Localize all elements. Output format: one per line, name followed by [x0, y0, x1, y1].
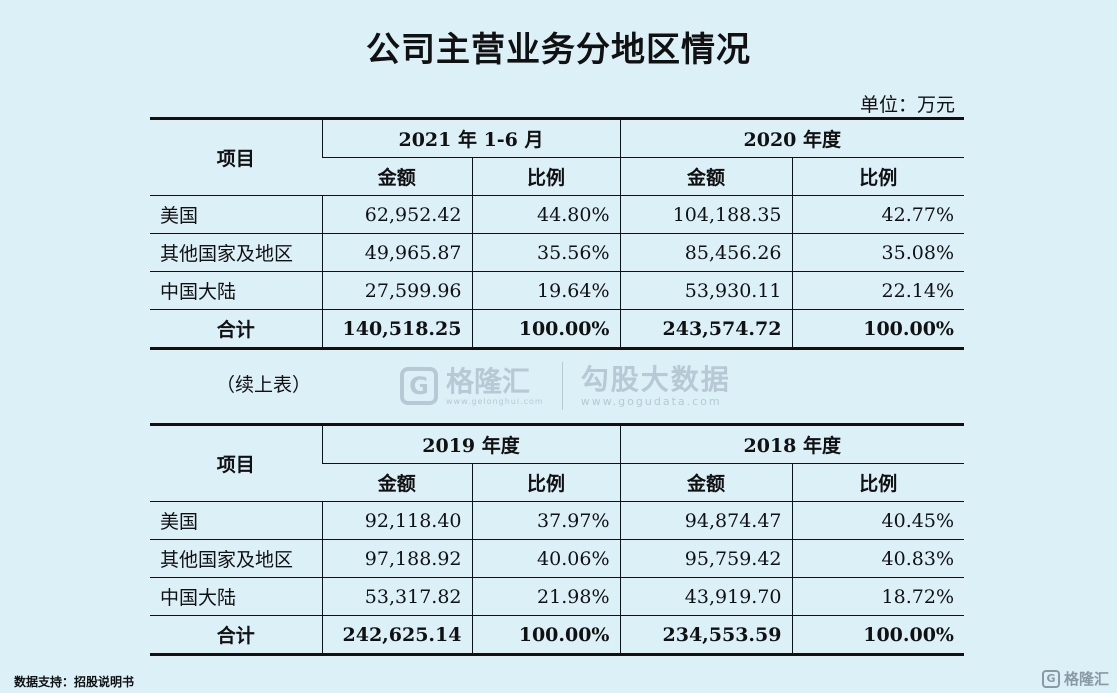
- total-ratio: 100.00%: [791, 309, 964, 350]
- total-amount: 243,574.72: [619, 309, 792, 350]
- amount-cell: 92,118.40: [321, 501, 472, 540]
- total-label: 合计: [150, 309, 322, 350]
- item-header: 项目: [150, 117, 322, 196]
- total-row: 合计 140,518.25 100.00% 243,574.72 100.00%: [150, 309, 964, 350]
- amount-cell: 97,188.92: [321, 539, 472, 578]
- ratio-cell: 18.72%: [791, 577, 964, 616]
- region-name: 其他国家及地区: [150, 233, 322, 272]
- gelonghui-small-logo-icon: G: [1041, 669, 1060, 688]
- ratio-cell: 35.08%: [791, 233, 964, 272]
- ratio-cell: 22.14%: [791, 271, 964, 310]
- table-row: 美国 92,118.40 37.97% 94,874.47 40.45%: [150, 501, 964, 540]
- amount-header: 金额: [619, 463, 792, 502]
- total-amount: 242,625.14: [321, 615, 472, 656]
- corner-logo-text: 格隆汇: [1063, 670, 1109, 688]
- amount-cell: 94,874.47: [619, 501, 792, 540]
- amount-cell: 49,965.87: [321, 233, 472, 272]
- total-ratio: 100.00%: [471, 309, 620, 350]
- watermark-brand-url: www.gelonghui.com: [446, 396, 544, 406]
- ratio-cell: 19.64%: [471, 271, 620, 310]
- total-ratio: 100.00%: [791, 615, 964, 656]
- region-table-2019-2018: 项目 2019 年度 2018 年度 金额 比例 金额 比例 美国 92,118…: [150, 423, 964, 656]
- amount-header: 金额: [322, 157, 472, 196]
- table-row: 美国 62,952.42 44.80% 104,188.35 42.77%: [150, 195, 964, 234]
- amount-cell: 53,317.82: [321, 577, 472, 616]
- amount-header: 金额: [322, 463, 472, 502]
- region-name: 美国: [150, 501, 322, 540]
- total-amount: 140,518.25: [321, 309, 472, 350]
- unit-label: 单位：万元: [859, 94, 955, 116]
- period-header: 2020 年度: [619, 117, 964, 158]
- ratio-cell: 40.06%: [471, 539, 620, 578]
- total-ratio: 100.00%: [471, 615, 620, 656]
- amount-cell: 85,456.26: [619, 233, 792, 272]
- ratio-header: 比例: [791, 157, 964, 196]
- watermark-brand2: 勾股大数据: [580, 362, 731, 396]
- amount-cell: 104,188.35: [619, 195, 792, 234]
- total-amount: 234,553.59: [619, 615, 792, 656]
- total-row: 合计 242,625.14 100.00% 234,553.59 100.00%: [150, 615, 964, 656]
- ratio-cell: 44.80%: [471, 195, 620, 234]
- watermark-brand2-url: www.gogudata.com: [580, 394, 722, 408]
- amount-header: 金额: [619, 157, 792, 196]
- table-subheader-row: 金额 比例 金额 比例: [150, 157, 964, 196]
- table-row: 其他国家及地区 97,188.92 40.06% 95,759.42 40.83…: [150, 539, 964, 578]
- corner-logo: G 格隆汇: [1041, 668, 1109, 689]
- ratio-cell: 21.98%: [471, 577, 620, 616]
- amount-cell: 62,952.42: [321, 195, 472, 234]
- table-row: 中国大陆 53,317.82 21.98% 43,919.70 18.72%: [150, 577, 964, 616]
- continued-label: （续上表）: [216, 374, 312, 396]
- table-header-row: 项目 2021 年 1-6 月 2020 年度: [150, 117, 964, 196]
- ratio-cell: 40.83%: [791, 539, 964, 578]
- ratio-header: 比例: [471, 157, 620, 196]
- amount-cell: 53,930.11: [619, 271, 792, 310]
- total-label: 合计: [150, 615, 322, 656]
- page-title: 公司主营业务分地区情况: [366, 30, 751, 70]
- watermark-brand: 格隆汇: [446, 364, 531, 398]
- region-name: 中国大陆: [150, 271, 322, 310]
- amount-cell: 95,759.42: [619, 539, 792, 578]
- ratio-header: 比例: [471, 463, 620, 502]
- ratio-header: 比例: [791, 463, 964, 502]
- period-header: 2021 年 1-6 月: [321, 117, 620, 158]
- table-subheader-row: 金额 比例 金额 比例: [150, 463, 964, 502]
- amount-cell: 43,919.70: [619, 577, 792, 616]
- period-header: 2019 年度: [321, 423, 620, 464]
- ratio-cell: 40.45%: [791, 501, 964, 540]
- region-name: 其他国家及地区: [150, 539, 322, 578]
- ratio-cell: 42.77%: [791, 195, 964, 234]
- region-name: 美国: [150, 195, 322, 234]
- item-header: 项目: [150, 423, 322, 502]
- region-name: 中国大陆: [150, 577, 322, 616]
- gelonghui-logo-icon: G: [400, 367, 438, 405]
- watermark: G 格隆汇 www.gelonghui.com 勾股大数据 www.goguda…: [400, 362, 731, 410]
- amount-cell: 27,599.96: [321, 271, 472, 310]
- region-table-2021-2020: 项目 2021 年 1-6 月 2020 年度 金额 比例 金额 比例 美国 6…: [150, 117, 964, 350]
- ratio-cell: 35.56%: [471, 233, 620, 272]
- watermark-divider: [561, 362, 563, 410]
- table-row: 其他国家及地区 49,965.87 35.56% 85,456.26 35.08…: [150, 233, 964, 272]
- table-row: 中国大陆 27,599.96 19.64% 53,930.11 22.14%: [150, 271, 964, 310]
- data-source: 数据支持：招股说明书: [14, 675, 135, 689]
- period-header: 2018 年度: [619, 423, 964, 464]
- table-header-row: 项目 2019 年度 2018 年度: [150, 423, 964, 502]
- ratio-cell: 37.97%: [471, 501, 620, 540]
